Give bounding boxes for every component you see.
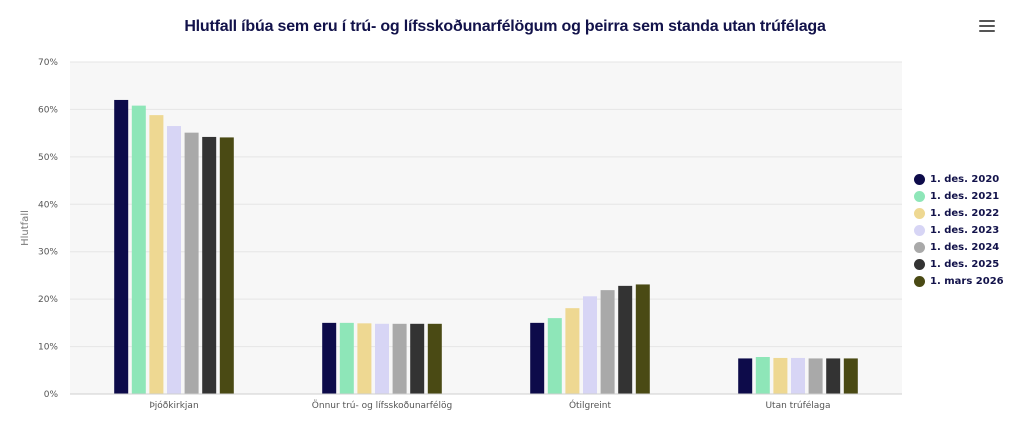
x-tick-label: Utan trúfélaga — [765, 400, 830, 411]
bar[interactable] — [167, 126, 181, 395]
legend-label: 1. des. 2022 — [930, 208, 1000, 219]
legend-marker — [914, 259, 925, 270]
y-tick-label: 70% — [38, 58, 58, 68]
legend-item[interactable]: 1. des. 2021 — [914, 188, 1004, 205]
hamburger-menu-icon[interactable] — [979, 20, 995, 34]
y-tick-label: 30% — [38, 248, 58, 258]
bar[interactable] — [565, 308, 580, 394]
y-tick-label: 20% — [38, 295, 58, 305]
bar[interactable] — [547, 318, 562, 394]
bar[interactable] — [773, 357, 788, 394]
legend-marker — [914, 174, 925, 185]
y-tick-label: 60% — [38, 105, 58, 115]
bar[interactable] — [600, 290, 615, 394]
bar[interactable] — [149, 115, 164, 395]
bar[interactable] — [219, 137, 234, 394]
x-axis-ticks: Þjóðkirkjan Önnur trú- og lífsskoðunarfél… — [149, 399, 830, 411]
bar[interactable] — [618, 285, 633, 394]
bar[interactable] — [322, 322, 337, 394]
bar[interactable] — [791, 357, 805, 394]
legend-label: 1. mars 2026 — [930, 276, 1004, 287]
bar[interactable] — [530, 322, 545, 394]
bar[interactable] — [738, 358, 753, 394]
legend-label: 1. des. 2020 — [930, 174, 1000, 185]
legend-item[interactable]: 1. mars 2026 — [914, 273, 1004, 290]
bar[interactable] — [826, 358, 841, 394]
legend-marker — [914, 225, 925, 236]
legend-item[interactable]: 1. des. 2022 — [914, 205, 1004, 222]
bar[interactable] — [375, 323, 389, 394]
y-axis-label: Hlutfall — [20, 210, 31, 246]
legend-label: 1. des. 2025 — [930, 259, 1000, 270]
y-tick-label: 0% — [44, 390, 59, 400]
x-tick-label: Þjóðkirkjan — [149, 400, 198, 411]
y-tick-label: 40% — [38, 200, 58, 210]
legend-marker — [914, 242, 925, 253]
bar[interactable] — [339, 322, 354, 394]
legend: 1. des. 2020 1. des. 2021 1. des. 2022 1. d… — [914, 171, 1004, 290]
bar[interactable] — [410, 323, 425, 394]
bar[interactable] — [202, 136, 217, 395]
legend-marker — [914, 208, 925, 219]
bar[interactable] — [392, 323, 407, 394]
bar[interactable] — [755, 357, 770, 394]
legend-item[interactable]: 1. des. 2024 — [914, 239, 1004, 256]
bar[interactable] — [427, 323, 442, 394]
chart-title: Hlutfall íbúa sem eru í trú- og lífsskoð… — [184, 18, 826, 35]
legend-marker — [914, 276, 925, 287]
legend-item[interactable]: 1. des. 2023 — [914, 222, 1004, 239]
x-tick-label: Ótilgreint — [569, 399, 612, 411]
x-tick-label: Önnur trú- og lífsskoðunarfélög — [312, 400, 452, 411]
bar[interactable] — [114, 99, 129, 394]
bar[interactable] — [131, 105, 146, 395]
legend-label: 1. des. 2021 — [930, 191, 1000, 202]
bar[interactable] — [635, 284, 650, 394]
bar[interactable] — [184, 132, 199, 394]
y-tick-label: 50% — [38, 153, 58, 163]
y-axis-ticks: 0% 10% 20% 30% 40% 50% 60% 70% — [38, 58, 58, 400]
legend-label: 1. des. 2024 — [930, 242, 1000, 253]
bar[interactable] — [583, 296, 597, 394]
legend-marker — [914, 191, 925, 202]
bar[interactable] — [843, 358, 858, 394]
bars — [114, 99, 858, 395]
y-tick-label: 10% — [38, 343, 58, 353]
legend-label: 1. des. 2023 — [930, 225, 1000, 236]
legend-item[interactable]: 1. des. 2025 — [914, 256, 1004, 273]
bar[interactable] — [357, 323, 372, 394]
bar[interactable] — [808, 358, 823, 394]
legend-item[interactable]: 1. des. 2020 — [914, 171, 1004, 188]
